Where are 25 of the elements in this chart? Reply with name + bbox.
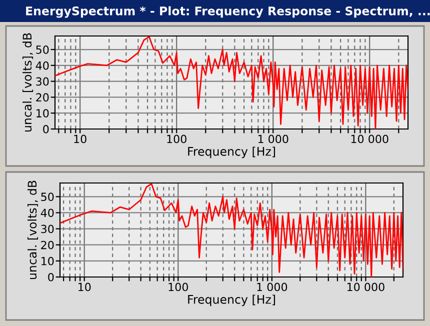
y-tick-label: 40 — [40, 208, 54, 218]
x-tick-label: 10 — [78, 282, 91, 292]
y-tick-label: 10 — [36, 109, 49, 118]
x-axis-title: Frequency [Hz] — [188, 146, 275, 158]
x-tick-label: 100 — [167, 134, 186, 144]
y-tick-label: 40 — [36, 61, 49, 70]
y-tick-label: 0 — [43, 124, 49, 134]
y-tick-label: 50 — [36, 45, 49, 54]
y-tick-label: 10 — [42, 256, 54, 266]
x-tick-label: 10 000 — [351, 134, 388, 144]
y-axis-title: uncal. [volts], dB — [22, 33, 34, 132]
y-axis-title: uncal. [volts], dB — [27, 180, 38, 280]
x-tick-label: 1 000 — [257, 282, 288, 292]
chart-title: EnergySpectrum * - Plot: Frequency Response - Spectrum, ... — [26, 6, 430, 18]
x-tick-label: 100 — [168, 282, 188, 292]
x-tick-label: 10 — [74, 134, 86, 144]
x-axis-title: Frequency [Hz] — [188, 294, 275, 306]
y-tick-label: 20 — [41, 240, 54, 250]
y-tick-label: 0 — [48, 272, 54, 282]
y-tick-label: 30 — [41, 224, 54, 234]
x-tick-label: 10 000 — [347, 282, 384, 292]
y-tick-label: 20 — [36, 93, 49, 102]
x-tick-label: 1 000 — [258, 134, 288, 144]
y-tick-label: 50 — [41, 192, 54, 202]
y-tick-label: 30 — [36, 77, 49, 86]
